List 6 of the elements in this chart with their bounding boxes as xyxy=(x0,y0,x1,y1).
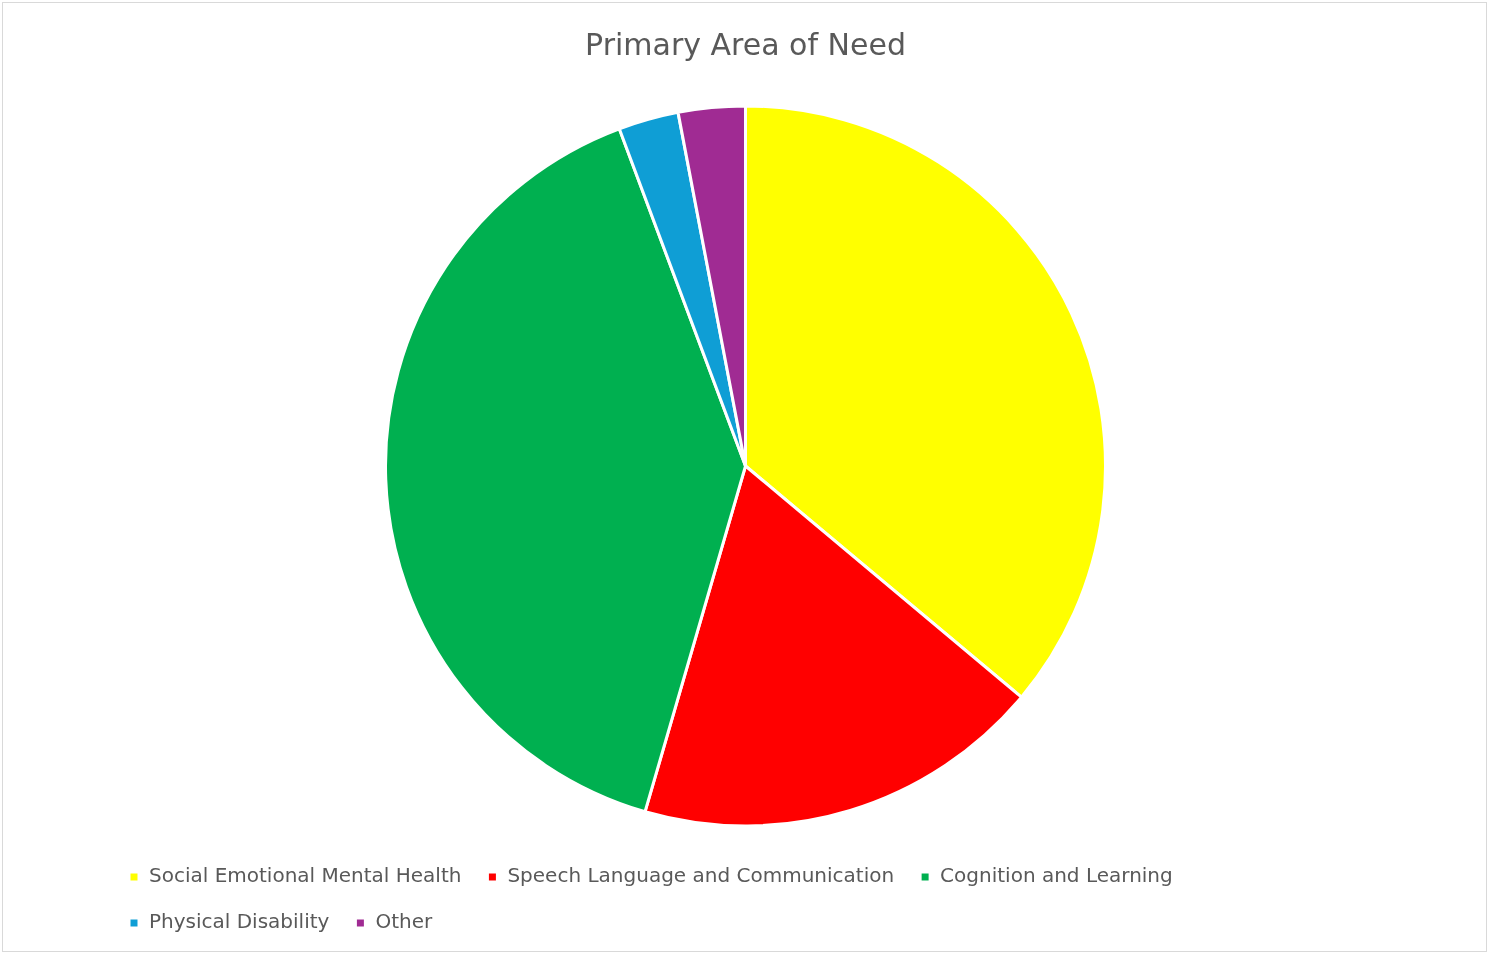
legend-label: Other xyxy=(375,909,433,934)
legend-label: Social Emotional Mental Health xyxy=(149,863,462,888)
legend-label: Cognition and Learning xyxy=(940,863,1173,888)
legend-label: Speech Language and Communication xyxy=(507,863,895,888)
legend-label: Physical Disability xyxy=(149,909,330,934)
chart-title: Primary Area of Need xyxy=(585,26,906,62)
